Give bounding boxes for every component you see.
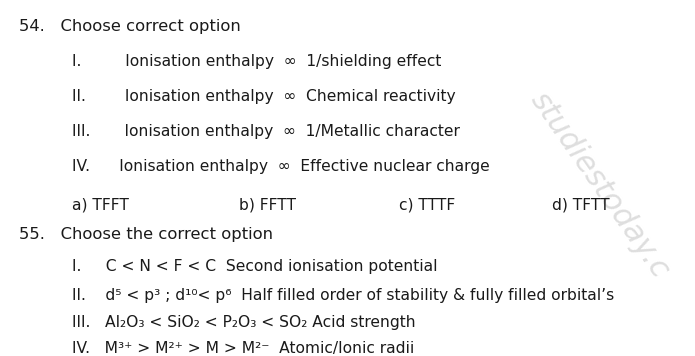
Text: d) TFTT: d) TFTT: [552, 197, 610, 212]
Text: I.     C < N < F < C  Second ionisation potential: I. C < N < F < C Second ionisation poten…: [72, 259, 437, 274]
Text: 55.   Choose the correct option: 55. Choose the correct option: [19, 227, 273, 242]
Text: II.        Ionisation enthalpy  ∞  Chemical reactivity: II. Ionisation enthalpy ∞ Chemical react…: [72, 89, 455, 104]
Text: I.         Ionisation enthalpy  ∞  1/shielding effect: I. Ionisation enthalpy ∞ 1/shielding eff…: [72, 54, 441, 69]
Text: III.   Al₂O₃ < SiO₂ < P₂O₃ < SO₂ Acid strength: III. Al₂O₃ < SiO₂ < P₂O₃ < SO₂ Acid stre…: [72, 315, 416, 330]
Text: b) FFTT: b) FFTT: [238, 197, 295, 212]
Text: IV.      Ionisation enthalpy  ∞  Effective nuclear charge: IV. Ionisation enthalpy ∞ Effective nucl…: [72, 159, 489, 174]
Text: c) TTTF: c) TTTF: [398, 197, 455, 212]
Text: studiestoday.c: studiestoday.c: [524, 86, 675, 284]
Text: a) TFFT: a) TFFT: [72, 197, 129, 212]
Text: III.       Ionisation enthalpy  ∞  1/Metallic character: III. Ionisation enthalpy ∞ 1/Metallic ch…: [72, 124, 459, 139]
Text: 54.   Choose correct option: 54. Choose correct option: [19, 19, 241, 34]
Text: II.    d⁵ < p³ ; d¹⁰< p⁶  Half filled order of stability & fully filled orbital’: II. d⁵ < p³ ; d¹⁰< p⁶ Half filled order …: [72, 288, 614, 303]
Text: IV.   M³⁺ > M²⁺ > M > M²⁻  Atomic/Ionic radii: IV. M³⁺ > M²⁺ > M > M²⁻ Atomic/Ionic rad…: [72, 341, 414, 356]
